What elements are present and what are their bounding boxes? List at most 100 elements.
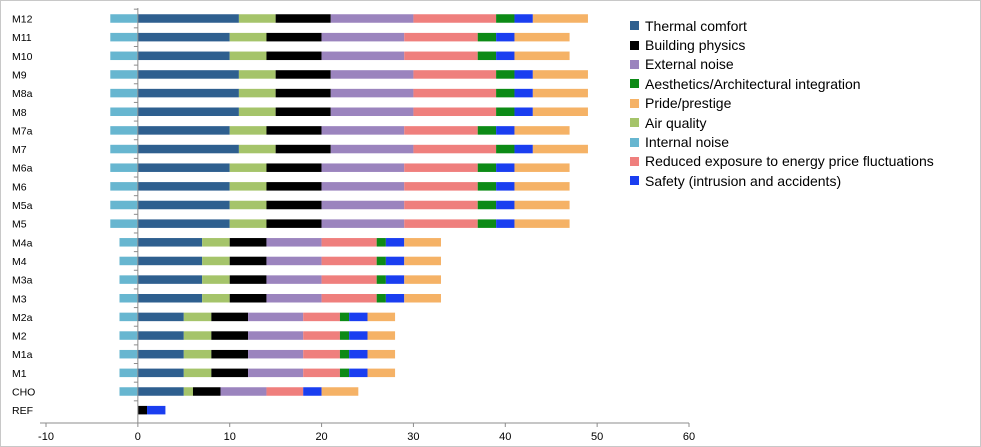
bar-segment-external-noise [248, 312, 304, 322]
bar-segment-internal-noise [119, 331, 138, 340]
bar-segment-safety-intrusion-and-accidents [349, 349, 368, 359]
bar-segment-reduced-exposure-to-energy-price-fluctuations [413, 70, 497, 79]
bar-segment-building-physics [211, 349, 249, 359]
bar-segment-thermal-comfort [137, 275, 203, 284]
legend-swatch [630, 40, 639, 50]
bar-segment-pride-prestige [532, 88, 588, 98]
bar-segment-reduced-exposure-to-energy-price-fluctuations [413, 107, 497, 116]
bar-segment-internal-noise [119, 312, 138, 322]
axis-layer: -10 0 10 20 30 40 50 60 M12 M11 M10 M9 M8a M8 M7a M7 M6a… [12, 8, 695, 443]
bar-segment-external-noise [220, 387, 267, 396]
bar-segment-building-physics [229, 256, 267, 266]
y-tick-label: CHO [12, 387, 35, 399]
bar-segment-pride-prestige [367, 349, 396, 359]
bar-segment-thermal-comfort [137, 368, 184, 378]
bar-segment-external-noise [330, 14, 414, 23]
bar-segment-reduced-exposure-to-energy-price-fluctuations [404, 163, 478, 172]
bar-segment-air-quality [229, 163, 267, 172]
bar-segment-external-noise [321, 182, 405, 191]
bar-segment-internal-noise [110, 144, 138, 154]
bar-segment-external-noise [321, 32, 405, 42]
bar-segment-air-quality [229, 51, 267, 61]
bar-segment-air-quality [238, 14, 276, 23]
x-tick-label: 0 [135, 431, 141, 443]
bar-segment-safety-intrusion-and-accidents [514, 144, 533, 154]
bar-segment-reduced-exposure-to-energy-price-fluctuations [321, 256, 377, 266]
legend-label: Safety (intrusion and accidents) [645, 172, 842, 189]
legend-item-aesthetics-architectural-integration: Aesthetics/Architectural integration [630, 74, 934, 93]
bar-segment-reduced-exposure-to-energy-price-fluctuations [266, 387, 304, 396]
y-tick-label: M8 [12, 107, 27, 119]
bar-segment-air-quality [202, 238, 230, 247]
legend-item-safety-intrusion-and-accidents: Safety (intrusion and accidents) [630, 171, 934, 190]
bar-segment-air-quality [238, 88, 276, 98]
bar-segment-thermal-comfort [137, 14, 239, 23]
bar-segment-internal-noise [110, 182, 138, 191]
bar-segment-air-quality [229, 32, 267, 42]
bar-segment-external-noise [330, 88, 414, 98]
bar-segment-building-physics [266, 200, 322, 210]
legend-label: Pride/prestige [645, 95, 732, 112]
bar-segment-reduced-exposure-to-energy-price-fluctuations [303, 368, 340, 378]
bar-segment-pride-prestige [404, 275, 441, 284]
bar-segment-aesthetics-architectural-integration [477, 200, 497, 210]
bar-segment-pride-prestige [514, 182, 570, 191]
legend-label: External noise [645, 56, 734, 73]
bar-segment-reduced-exposure-to-energy-price-fluctuations [404, 182, 478, 191]
x-tick-label: 10 [224, 431, 236, 443]
bar-segment-aesthetics-architectural-integration [496, 14, 515, 23]
y-tick-label: M12 [12, 14, 33, 26]
bar-segment-pride-prestige [514, 32, 570, 42]
y-tick-label: M6a [12, 163, 33, 175]
bar-segment-safety-intrusion-and-accidents [496, 126, 515, 135]
bar-segment-building-physics [275, 144, 331, 154]
bar-segment-internal-noise [110, 51, 138, 61]
bar-segment-safety-intrusion-and-accidents [514, 14, 533, 23]
legend-item-air-quality: Air quality [630, 113, 934, 132]
bar-segment-thermal-comfort [137, 387, 184, 396]
bar-segment-internal-noise [110, 70, 138, 79]
bar-segment-thermal-comfort [137, 182, 230, 191]
bar-segment-reduced-exposure-to-energy-price-fluctuations [321, 275, 377, 284]
bars-layer [110, 14, 588, 415]
bar-segment-building-physics [229, 294, 267, 303]
bar-segment-air-quality [238, 144, 276, 154]
bar-segment-internal-noise [110, 163, 138, 172]
bar-segment-building-physics [266, 182, 322, 191]
bar-segment-building-physics [137, 405, 148, 415]
bar-segment-internal-noise [119, 256, 138, 266]
legend-label: Thermal comfort [645, 17, 747, 34]
x-tick-label: 50 [591, 431, 603, 443]
bar-segment-building-physics [266, 163, 322, 172]
bar-segment-building-physics [229, 238, 267, 247]
bar-segment-reduced-exposure-to-energy-price-fluctuations [303, 312, 340, 322]
legend-swatch [630, 176, 639, 186]
legend-swatch [630, 118, 639, 128]
y-tick-label: M4 [12, 256, 27, 268]
legend-swatch [630, 98, 639, 108]
bar-segment-aesthetics-architectural-integration [339, 312, 350, 322]
bar-segment-safety-intrusion-and-accidents [349, 368, 368, 378]
legend-item-thermal-comfort: Thermal comfort [630, 16, 934, 35]
bar-segment-reduced-exposure-to-energy-price-fluctuations [404, 200, 478, 210]
bar-segment-aesthetics-architectural-integration [477, 32, 497, 42]
bar-segment-safety-intrusion-and-accidents [385, 238, 405, 247]
bar-segment-external-noise [321, 163, 405, 172]
legend-label: Building physics [645, 37, 746, 54]
bar-segment-reduced-exposure-to-energy-price-fluctuations [303, 331, 340, 340]
bar-segment-aesthetics-architectural-integration [477, 163, 497, 172]
legend-item-pride-prestige: Pride/prestige [630, 94, 934, 113]
bar-segment-thermal-comfort [137, 144, 239, 154]
bar-segment-thermal-comfort [137, 294, 203, 303]
bar-segment-building-physics [275, 88, 331, 98]
bar-segment-external-noise [266, 238, 322, 247]
bar-segment-pride-prestige [532, 107, 588, 116]
legend-swatch [630, 59, 639, 69]
bar-segment-building-physics [192, 387, 221, 396]
bar-segment-thermal-comfort [137, 349, 184, 359]
bar-segment-pride-prestige [367, 331, 396, 340]
bar-segment-pride-prestige [404, 238, 441, 247]
bar-segment-reduced-exposure-to-energy-price-fluctuations [413, 88, 497, 98]
bar-segment-building-physics [229, 275, 267, 284]
